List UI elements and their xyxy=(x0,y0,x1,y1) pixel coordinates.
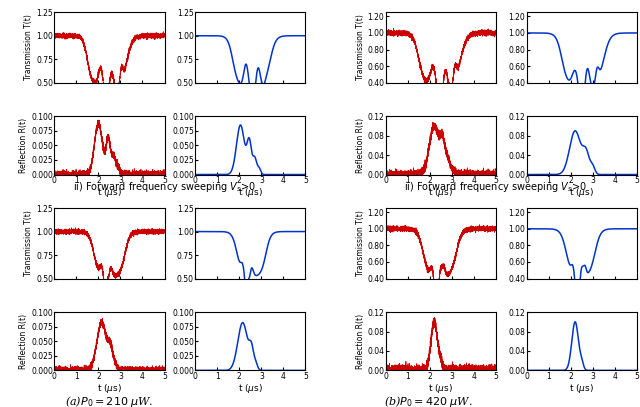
X-axis label: t ($\mu$s): t ($\mu$s) xyxy=(428,382,453,395)
Y-axis label: Transmission T(t): Transmission T(t) xyxy=(24,210,33,276)
X-axis label: t ($\mu$s): t ($\mu$s) xyxy=(97,186,122,199)
Y-axis label: Reflection R(t): Reflection R(t) xyxy=(19,314,28,369)
Y-axis label: Transmission T(t): Transmission T(t) xyxy=(356,15,365,81)
Text: ii) Forward frequency sweeping $V_s$>0: ii) Forward frequency sweeping $V_s$>0 xyxy=(73,180,256,194)
X-axis label: t ($\mu$s): t ($\mu$s) xyxy=(238,382,263,395)
Y-axis label: Transmission T(t): Transmission T(t) xyxy=(356,210,365,276)
Text: (b)$P_0 = 420\;\mu$W.: (b)$P_0 = 420\;\mu$W. xyxy=(385,394,473,407)
Text: (a)$P_0 = 210\;\mu$W.: (a)$P_0 = 210\;\mu$W. xyxy=(65,394,153,407)
Y-axis label: Transmission T(t): Transmission T(t) xyxy=(24,15,33,81)
X-axis label: t ($\mu$s): t ($\mu$s) xyxy=(97,382,122,395)
X-axis label: t ($\mu$s): t ($\mu$s) xyxy=(428,186,453,199)
X-axis label: t ($\mu$s): t ($\mu$s) xyxy=(238,186,263,199)
Text: ii) Forward frequency sweeping $V_s$>0: ii) Forward frequency sweeping $V_s$>0 xyxy=(404,180,588,194)
Y-axis label: Reflection R(t): Reflection R(t) xyxy=(356,118,365,173)
Y-axis label: Reflection R(t): Reflection R(t) xyxy=(19,118,28,173)
X-axis label: t ($\mu$s): t ($\mu$s) xyxy=(569,186,595,199)
Y-axis label: Reflection R(t): Reflection R(t) xyxy=(356,314,365,369)
X-axis label: t ($\mu$s): t ($\mu$s) xyxy=(569,382,595,395)
